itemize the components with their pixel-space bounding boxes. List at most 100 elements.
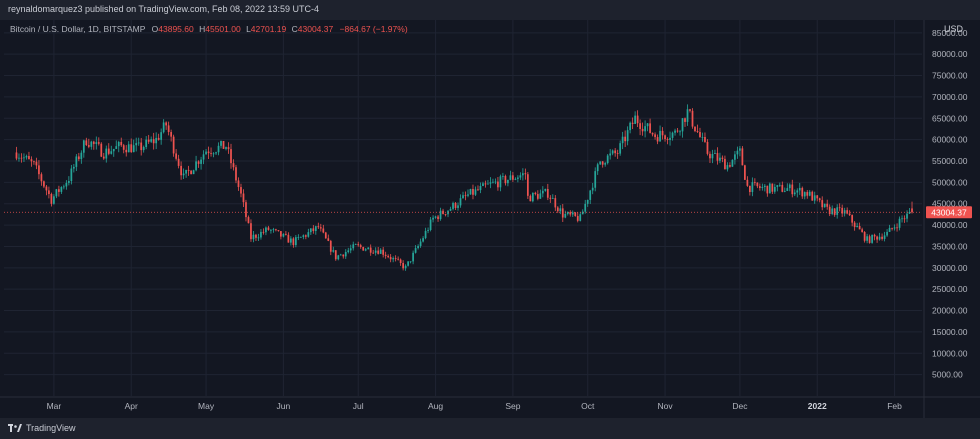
- candle-body: [574, 212, 577, 217]
- candle-body: [265, 227, 267, 233]
- candle-body: [242, 193, 245, 203]
- candle-body: [492, 181, 494, 183]
- candle-body: [908, 212, 911, 214]
- tradingview-logo[interactable]: TradingView: [8, 423, 76, 433]
- candle-body: [437, 216, 439, 220]
- candle-body: [172, 136, 175, 154]
- candle-body: [200, 159, 202, 164]
- candle-body: [359, 245, 362, 247]
- candle-body: [160, 132, 163, 140]
- candle-body: [459, 198, 462, 206]
- candle-body: [704, 137, 706, 142]
- candle-body: [773, 186, 776, 192]
- candle-body: [801, 187, 804, 197]
- legend-line: Bitcoin / U.S. Dollar, 1D, BITSTAMP O438…: [10, 24, 408, 34]
- y-tick-label: 10000.00: [932, 348, 968, 358]
- candle-body: [828, 206, 831, 215]
- candle-body: [332, 250, 335, 252]
- candle-body: [369, 247, 372, 253]
- candle-body: [469, 188, 472, 195]
- candle-body: [117, 141, 120, 147]
- candle-body: [504, 175, 507, 184]
- candle-body: [906, 213, 908, 219]
- candle-body: [299, 236, 302, 238]
- candle-body: [734, 154, 736, 160]
- candle-body: [634, 115, 636, 124]
- candle-body: [836, 207, 839, 215]
- candle-body: [140, 142, 143, 151]
- candle-body: [507, 179, 509, 184]
- candle-body: [387, 255, 390, 258]
- candle-body: [312, 228, 315, 231]
- candle-body: [893, 227, 896, 229]
- candle-body: [669, 137, 671, 140]
- x-tick-label: Jun: [277, 401, 291, 411]
- candle-body: [891, 227, 893, 229]
- candle-body: [556, 207, 559, 212]
- candle-body: [808, 191, 811, 196]
- price-chart[interactable]: 43004.37 5000.00 10000.00 15000.00 20000.00…: [0, 20, 980, 418]
- candle-body: [873, 234, 876, 237]
- candle-body: [472, 188, 474, 195]
- candle-body: [823, 203, 826, 208]
- legend-high-value: 45501.00: [205, 24, 241, 34]
- candle-body: [624, 136, 627, 142]
- y-tick-label: 75000.00: [932, 71, 968, 81]
- candle-body: [177, 158, 180, 166]
- candle-body: [262, 231, 265, 233]
- candle-body: [462, 195, 464, 199]
- candle-body: [434, 216, 437, 218]
- candle-body: [235, 167, 237, 181]
- candle-body: [719, 157, 721, 161]
- last-price-tag: [926, 206, 972, 219]
- candle-body: [529, 195, 532, 202]
- y-tick-label: 25000.00: [932, 284, 968, 294]
- candle-body: [165, 122, 168, 126]
- candle-body: [711, 153, 714, 159]
- candle-body: [739, 148, 741, 151]
- candle-body: [626, 130, 629, 142]
- candle-body: [796, 190, 799, 193]
- y-tick-label: 45000.00: [932, 199, 968, 209]
- candle-body: [197, 161, 200, 164]
- candle-body: [227, 147, 230, 150]
- candle-body: [187, 169, 190, 171]
- candle-body: [758, 186, 761, 188]
- candle-body: [731, 159, 734, 167]
- x-tick-label: Feb: [887, 401, 902, 411]
- candle-body: [851, 215, 854, 223]
- candle-body: [614, 150, 617, 154]
- legend-open-value: 43895.60: [158, 24, 194, 34]
- y-tick-label: 50000.00: [932, 177, 968, 187]
- candle-body: [414, 248, 417, 253]
- candle-body: [788, 184, 791, 189]
- candle-body: [601, 161, 604, 165]
- candle-body: [240, 187, 242, 194]
- candle-body: [609, 153, 612, 156]
- candle-body: [656, 137, 659, 142]
- candle-body: [115, 146, 118, 149]
- candle-body: [661, 130, 664, 136]
- candle-body: [898, 218, 901, 228]
- candle-body: [641, 128, 644, 132]
- candle-body: [744, 165, 746, 180]
- candle-body: [838, 207, 841, 209]
- candle-body: [778, 184, 781, 186]
- candle-body: [72, 166, 75, 169]
- candle-body: [102, 156, 105, 159]
- candle-body: [250, 223, 252, 240]
- candle-body: [379, 249, 382, 254]
- candle-body: [444, 213, 447, 215]
- legend-low-value: 42701.19: [251, 24, 287, 34]
- tradingview-brand: TradingView: [26, 423, 76, 433]
- candle-body: [831, 208, 834, 215]
- candle-body: [257, 237, 260, 239]
- x-tick-label: Sep: [505, 401, 520, 411]
- candle-body: [429, 219, 432, 231]
- candle-body: [137, 142, 140, 144]
- y-tick-label: 55000.00: [932, 156, 968, 166]
- legend-low-label: L: [246, 24, 251, 34]
- candle-body: [232, 163, 235, 168]
- candle-body: [75, 156, 78, 167]
- candle-body: [30, 159, 33, 162]
